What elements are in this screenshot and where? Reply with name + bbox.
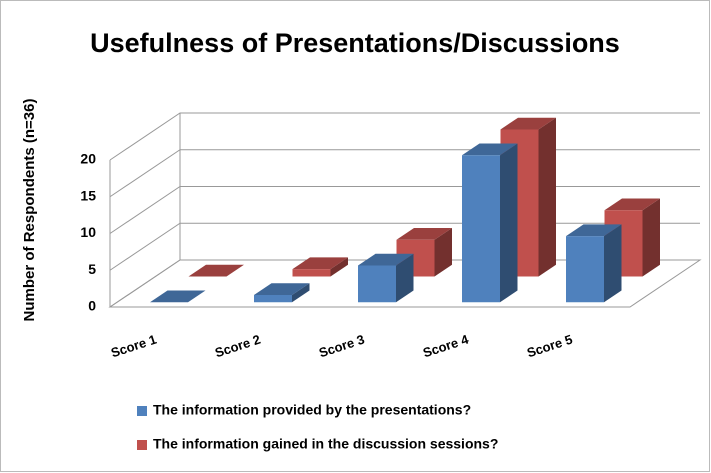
y-tick-label: 0 [88,298,96,314]
bar-top [150,290,206,303]
y-axis-label: Number of Respondents (n=36) [21,99,38,322]
bar-side [500,143,518,303]
legend-swatch [137,406,147,416]
bar-top [254,283,310,295]
bar-front [566,236,604,303]
legend-label: The information gained in the discussion… [153,436,498,452]
bar-front [462,155,500,303]
grid-line [109,112,700,161]
bar-front [358,265,396,303]
bar-top [292,257,348,270]
bar-top [188,264,244,277]
bar-front [292,269,331,277]
legend-swatch [137,440,147,450]
bar-side [330,257,348,277]
bar-top [566,224,622,237]
bar [150,290,206,303]
y-tick-label: 5 [88,261,96,277]
bar-side [538,117,556,277]
bar [566,224,622,303]
bar-side [434,227,452,277]
bar [254,283,310,303]
bar-front [254,294,292,303]
bar [462,143,518,303]
chart-title: Usefulness of Presentations/Discussions [90,28,620,58]
bar-side [604,224,622,303]
bar-top [462,143,518,156]
y-tick-label: 15 [80,187,96,203]
bar-side [642,198,660,277]
bar-top [358,253,414,266]
bar [292,257,348,277]
bar [358,253,414,303]
bar-top [500,117,556,130]
y-tick-label: 20 [80,151,96,167]
bar-side [292,283,310,303]
bar-top [604,198,660,211]
bar-top [396,227,452,240]
legend-label: The information provided by the presenta… [153,402,471,418]
y-tick-label: 10 [80,224,96,240]
bar [188,264,244,277]
bar-side [396,253,414,303]
